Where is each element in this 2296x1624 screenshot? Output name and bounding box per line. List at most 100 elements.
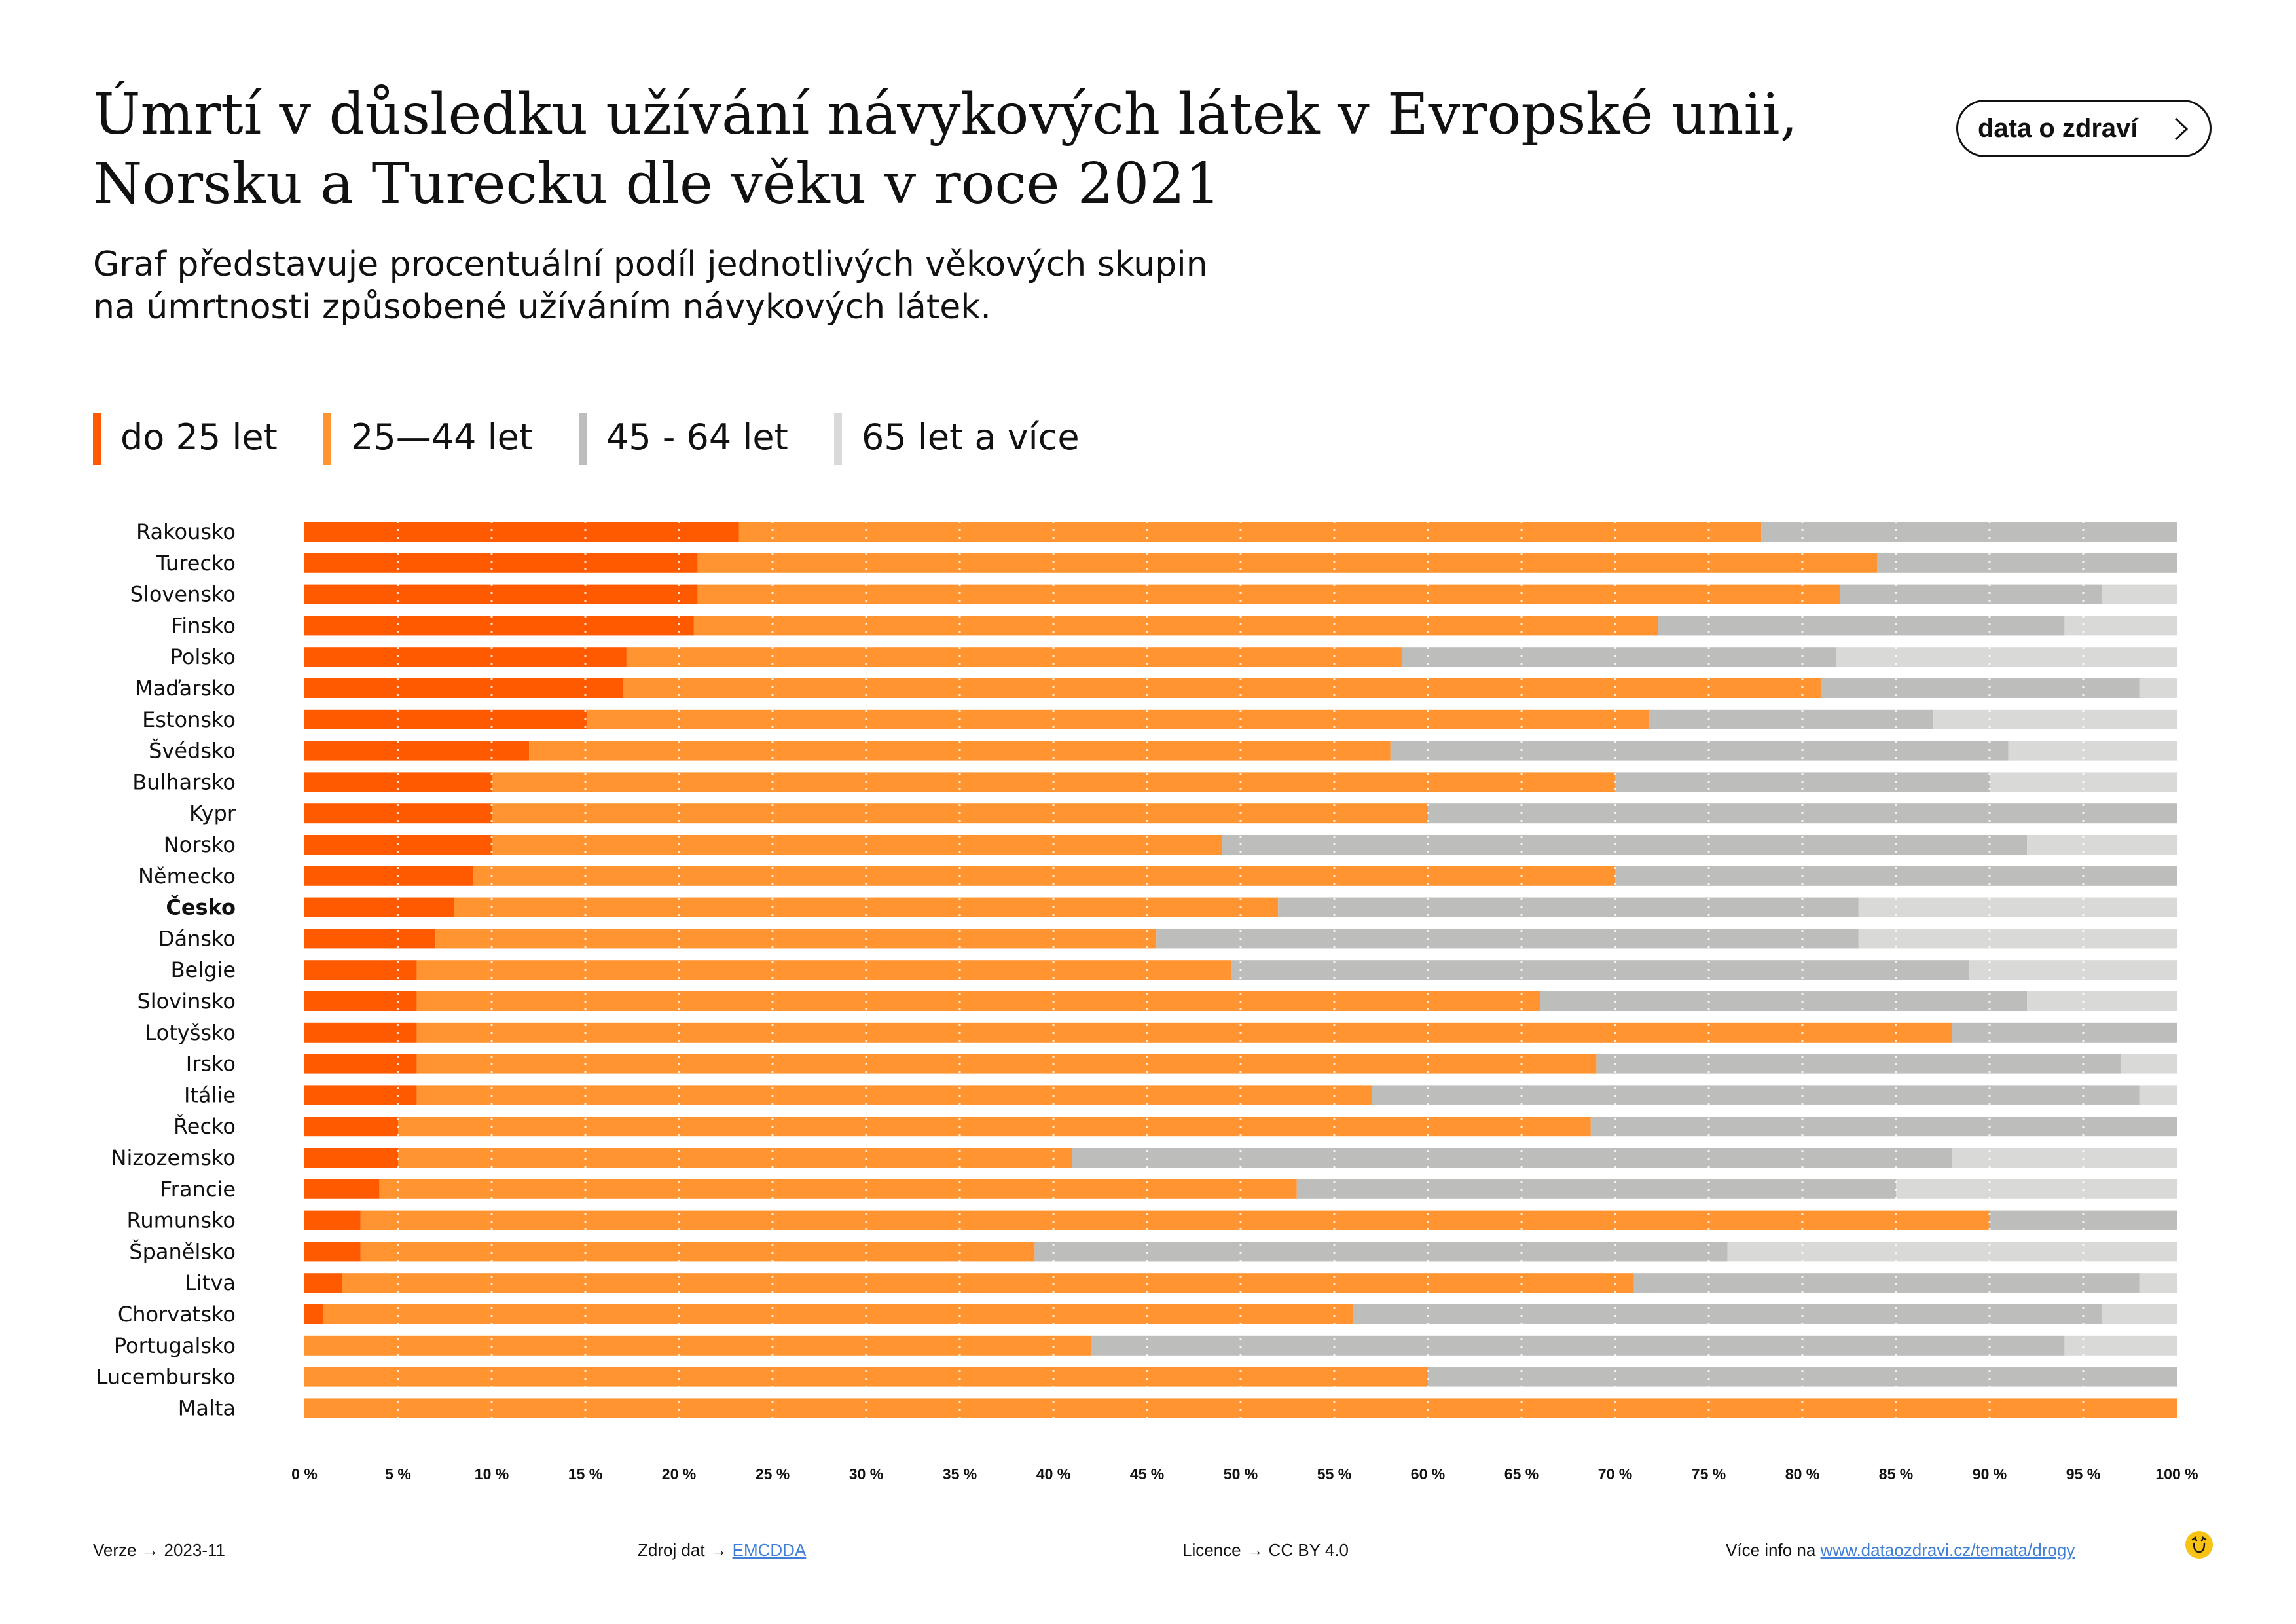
bar-segment xyxy=(1633,1273,2140,1293)
bar-segment xyxy=(304,522,739,542)
x-tick-label: 15 % xyxy=(568,1466,602,1483)
bar-segment xyxy=(435,929,1157,949)
bar-segment xyxy=(304,678,623,698)
x-tick-label: 30 % xyxy=(849,1466,883,1483)
category-label: Lucembursko xyxy=(96,1365,236,1390)
bar-segment xyxy=(323,1304,1353,1324)
bar-segment xyxy=(416,1054,1597,1074)
category-label: Švédsko xyxy=(149,738,236,764)
bar-segment xyxy=(587,709,1649,729)
bar-segment xyxy=(1933,709,2177,729)
bar-segment xyxy=(2139,1085,2177,1105)
category-label: Francie xyxy=(160,1177,236,1202)
category-label: Rakousko xyxy=(136,519,236,544)
x-tick-label: 65 % xyxy=(1504,1466,1539,1483)
arrow-right-icon: → xyxy=(1246,1540,1264,1560)
x-tick-label: 100 % xyxy=(2155,1466,2198,1483)
data-o-zdravi-button[interactable]: data o zdraví xyxy=(1956,100,2212,157)
bar-segment xyxy=(1278,897,1859,917)
category-label: Belgie xyxy=(171,957,236,982)
footer-license-label: Licence xyxy=(1182,1540,1241,1560)
x-tick-label: 50 % xyxy=(1224,1466,1258,1483)
bar-segment xyxy=(304,929,436,949)
bar-segment xyxy=(1540,991,2028,1011)
bar-segment xyxy=(304,1179,380,1199)
category-label: Polsko xyxy=(170,644,236,669)
bar-segment xyxy=(416,960,1231,980)
bar-segment xyxy=(1840,584,2102,604)
bar-segment xyxy=(1390,741,2009,761)
x-tick-label: 95 % xyxy=(2066,1466,2100,1483)
footer-source-link[interactable]: EMCDDA xyxy=(732,1540,807,1560)
category-label: Německo xyxy=(138,864,236,889)
bar-segment xyxy=(2139,1273,2177,1293)
x-tick-label: 60 % xyxy=(1411,1466,1445,1483)
bar-segment xyxy=(1034,1242,1728,1262)
bar-segment xyxy=(1231,960,1969,980)
x-tick-label: 35 % xyxy=(943,1466,977,1483)
category-label: Chorvatsko xyxy=(118,1302,236,1327)
arrow-right-icon: → xyxy=(141,1540,159,1560)
category-label: Norsko xyxy=(164,832,236,857)
bar-segment xyxy=(1072,1148,1952,1168)
bar-segment xyxy=(398,1116,1591,1137)
x-tick-label: 20 % xyxy=(662,1466,696,1483)
footer-version-value: 2023-11 xyxy=(164,1540,226,1560)
bar-segment xyxy=(473,866,1615,886)
category-label: Litva xyxy=(185,1270,236,1295)
bar-segment xyxy=(492,835,1222,855)
bar-segment xyxy=(1296,1179,1896,1199)
category-label: Nizozemsko xyxy=(111,1145,236,1170)
bar-segment xyxy=(304,897,454,917)
bar-segment xyxy=(1401,647,1836,667)
legend-label: do 25 let xyxy=(120,416,278,458)
category-label: Řecko xyxy=(173,1114,236,1139)
category-label: Bulharsko xyxy=(132,769,236,794)
category-label: Dánsko xyxy=(158,926,236,951)
footer-source-label: Zdroj dat xyxy=(638,1540,705,1560)
bar-segment xyxy=(416,991,1540,1011)
footer-license-value: CC BY 4.0 xyxy=(1268,1540,1349,1560)
bar-segment xyxy=(1858,929,2177,949)
x-tick-label: 40 % xyxy=(1036,1466,1070,1483)
bar-segment xyxy=(697,584,1840,604)
bar-segment xyxy=(304,1242,361,1262)
gridlines xyxy=(397,513,2085,1427)
category-label: Irsko xyxy=(186,1052,236,1077)
bar-segment xyxy=(304,1116,398,1137)
category-label: Slovensko xyxy=(130,582,236,607)
bar-segment xyxy=(623,678,1821,698)
legend-swatch xyxy=(93,413,101,465)
x-tick-label: 90 % xyxy=(1973,1466,2007,1483)
subtitle-line-1: Graf představuje procentuální podíl jedn… xyxy=(93,245,1208,284)
bar-segment xyxy=(1877,553,2177,573)
x-tick-label: 80 % xyxy=(1785,1466,1819,1483)
category-label: Španělsko xyxy=(129,1238,236,1264)
bar-segment xyxy=(416,1085,1372,1105)
footer-version-label: Verze xyxy=(93,1540,137,1560)
legend-label: 65 let a více xyxy=(862,416,1080,458)
bar-segment xyxy=(2027,835,2177,855)
bar-segment xyxy=(360,1242,1035,1262)
bar-segment xyxy=(304,1273,342,1293)
bar-segment xyxy=(1156,929,1859,949)
category-label: Maďarsko xyxy=(135,676,236,701)
stacked-bar-chart: Rakousko Turecko Slovensko Finsko Polsko Maďa… xyxy=(96,513,2198,1483)
x-tick-label: 55 % xyxy=(1317,1466,1351,1483)
legend-swatch xyxy=(579,413,587,465)
bar-segment xyxy=(1596,1054,2121,1074)
category-label: Slovinsko xyxy=(137,989,236,1014)
bar-segment xyxy=(304,1210,361,1230)
bar-segment xyxy=(2102,584,2177,604)
bar-segment xyxy=(1836,647,2177,667)
footer-more-link[interactable]: www.dataozdravi.cz/temata/drogy xyxy=(1820,1540,2075,1560)
bar-segment xyxy=(697,553,1878,573)
page-title: Úmrtí v důsledku užívání návykových láte… xyxy=(93,80,1798,219)
x-tick-label: 5 % xyxy=(385,1466,411,1483)
bar-segment xyxy=(304,584,698,604)
footer-more-info: Více info na www.dataozdravi.cz/temata/d… xyxy=(1726,1539,2075,1561)
bar-segment xyxy=(379,1179,1297,1199)
bar-segment xyxy=(2121,1054,2177,1074)
bar-segment xyxy=(2102,1304,2177,1324)
bar-segment xyxy=(1727,1242,2177,1262)
